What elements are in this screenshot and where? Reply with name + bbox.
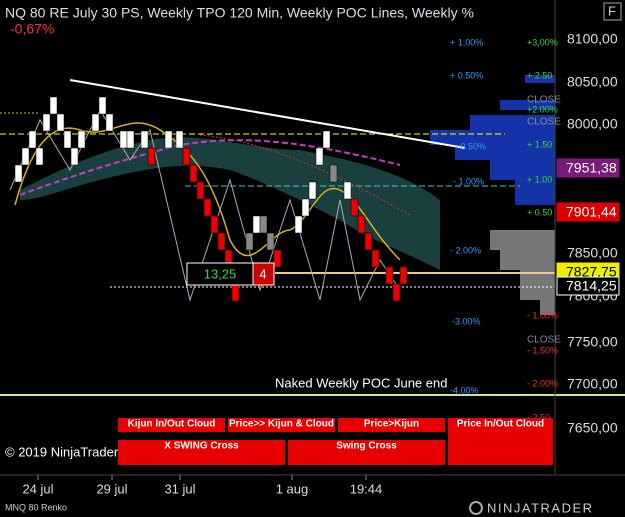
- signal-label: Kijun In/Out Cloud: [128, 419, 216, 430]
- signal-label: Price>Kijun: [364, 419, 419, 430]
- percent-level: + 0.50: [527, 207, 552, 217]
- time-label: 31 jul: [164, 481, 195, 496]
- signal-box: [118, 440, 285, 465]
- kijun-line: [14, 122, 401, 261]
- price-tag: [556, 202, 620, 222]
- price-label: 8100,00: [567, 31, 618, 47]
- signal-box: [338, 418, 445, 432]
- price-label: 7850,00: [567, 245, 618, 261]
- percent-level: + 2.50: [527, 70, 552, 80]
- price-label: 8050,00: [567, 74, 618, 90]
- counter-count-box: [252, 262, 275, 286]
- price-label: 7700,00: [567, 376, 618, 392]
- price-label: 8000,00: [567, 116, 618, 132]
- percent-level: +2.00%: [527, 104, 558, 114]
- percent-level: -4.00%: [450, 385, 479, 395]
- volume-profile-grey: [490, 230, 555, 315]
- time-label: 19:44: [350, 481, 383, 496]
- counter-count: 4: [259, 266, 266, 281]
- signal-box: [448, 418, 553, 465]
- signal-label: X SWING Cross: [164, 441, 239, 452]
- price-tag-label: 7951,38: [566, 160, 617, 176]
- close-label: CLOSE: [527, 95, 561, 106]
- percent-level: - 2.00%: [527, 378, 558, 388]
- change: -0,67%: [10, 21, 54, 37]
- percent-level: -3.00%: [452, 316, 481, 326]
- percent-level: - 1.50%: [527, 345, 558, 355]
- close-label: CLOSE: [527, 335, 561, 346]
- signal-label: Price In/Out Cloud: [457, 419, 544, 430]
- price-tag-label: 7901,44: [566, 204, 617, 220]
- price-tag-label: 7814,25: [566, 278, 617, 294]
- close-label: CLOSE: [527, 117, 561, 128]
- price-tag: [556, 158, 620, 178]
- format-button[interactable]: [603, 2, 622, 21]
- time-label: 1 aug: [276, 481, 309, 496]
- price-label: 7750,00: [567, 334, 618, 350]
- volume-profile: [430, 75, 555, 205]
- percent-level: + 0.50%: [450, 70, 483, 80]
- signal-box: [118, 418, 225, 432]
- signal-box: [228, 418, 335, 432]
- percent-level: - 0.50%: [455, 141, 486, 151]
- time-label: 24 jul: [22, 481, 53, 496]
- percent-level: +3,00%: [527, 37, 558, 47]
- percent-level: - 2.00%: [450, 245, 481, 255]
- format-button-label[interactable]: F: [608, 3, 616, 18]
- percent-level: + 1.50: [527, 139, 552, 149]
- logo: NINJATRADER: [487, 500, 594, 515]
- percent-level: - 1.00%: [453, 176, 484, 186]
- price-tag-label: 7827,75: [566, 264, 617, 280]
- time-label: 29 jul: [96, 481, 127, 496]
- price-tag: [556, 276, 620, 296]
- signal-label: Price>> Kijun & Cloud: [229, 419, 334, 430]
- percent-level: + 1,00%: [450, 37, 483, 47]
- copyright: © 2019 NinjaTrader, LLC: [5, 444, 149, 459]
- price-label: 7650,00: [567, 420, 618, 436]
- annotation: Naked Weekly POC June end: [275, 375, 447, 390]
- renko-bricks: [14, 96, 408, 302]
- signal-label: Swing Cross: [336, 441, 397, 452]
- chart-title: NQ 80 RE July 30 PS, Weekly TPO 120 Min,…: [5, 5, 474, 21]
- logo-icon: [469, 501, 483, 515]
- signal-box: [288, 440, 445, 465]
- price-trace: [9, 108, 401, 302]
- percent-level: + 1.00: [527, 174, 552, 184]
- trend-line: [69, 79, 466, 149]
- instrument: MNQ 80 Renko: [5, 502, 67, 512]
- percent-level: - 2.50: [527, 412, 550, 422]
- moving-average: [199, 134, 411, 216]
- counter-value: 13,25: [204, 266, 237, 281]
- percent-level: - 1.00%: [527, 310, 558, 320]
